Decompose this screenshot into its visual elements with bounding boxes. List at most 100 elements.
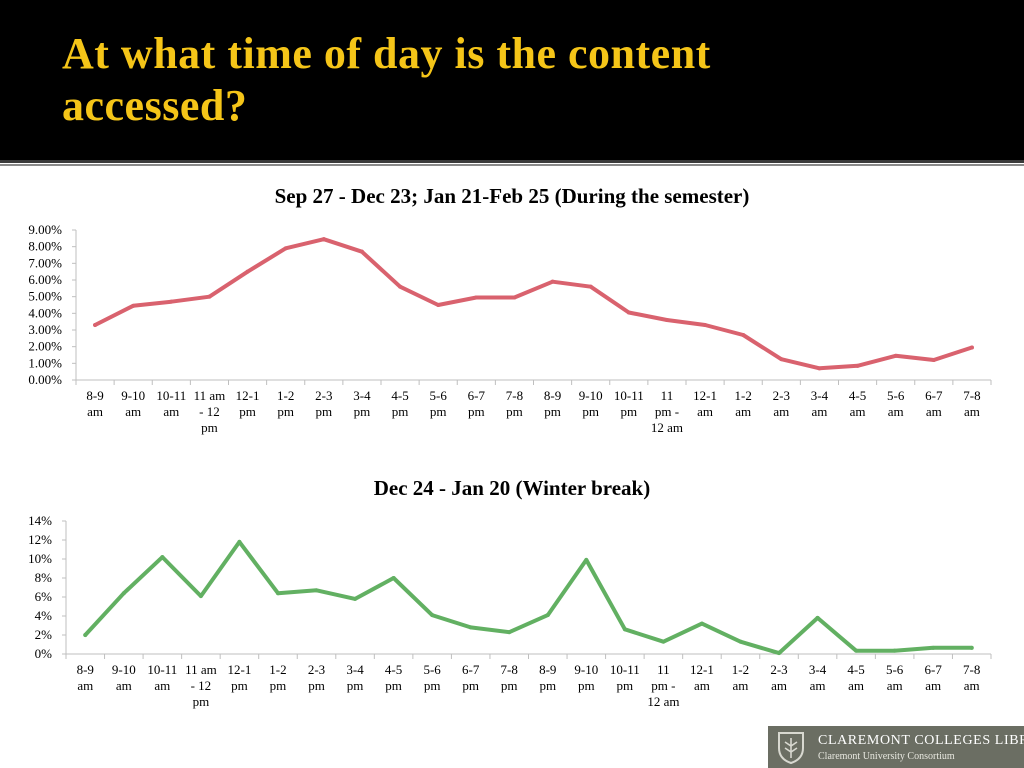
winter-x-tick-label: 4-5 am <box>847 662 864 693</box>
semester-x-tick-label: 11 am - 12 pm <box>194 388 226 435</box>
winter-data-point <box>815 615 820 620</box>
winter-y-tick-label: 10% <box>28 551 52 566</box>
winter-y-tick-label: 8% <box>35 570 53 585</box>
semester-x-tick-label: 3-4 pm <box>353 388 371 419</box>
winter-data-point <box>854 648 859 653</box>
winter-data-point <box>314 588 319 593</box>
winter-x-tick-label: 1-2 am <box>732 662 749 693</box>
header-divider-thin <box>0 164 1024 166</box>
winter-x-tick-label: 9-10 pm <box>574 662 598 693</box>
winter-data-point <box>237 539 242 544</box>
semester-y-tick-label: 0.00% <box>28 372 62 387</box>
winter-y-tick-label: 4% <box>35 608 53 623</box>
winter-x-tick-label: 4-5 pm <box>385 662 402 693</box>
winter-series-line <box>83 539 974 656</box>
semester-series-line <box>93 237 974 371</box>
winter-data-point <box>391 576 396 580</box>
semester-y-tick-label: 5.00% <box>28 289 62 304</box>
semester-data-point <box>283 246 288 251</box>
semester-x-tick-label: 6-7 pm <box>468 388 486 419</box>
semester-x-tick-label: 3-4 am <box>811 388 829 419</box>
semester-data-point <box>436 303 441 307</box>
winter-data-point <box>430 613 435 618</box>
winter-data-point <box>275 591 280 596</box>
semester-x-tick-label: 2-3 pm <box>315 388 332 419</box>
semester-data-point <box>398 284 403 289</box>
winter-data-point <box>622 627 627 632</box>
semester-data-point <box>969 345 974 350</box>
semester-x-tick-label: 4-5 pm <box>391 388 408 419</box>
semester-x-tick-label: 11 pm -12 am <box>651 388 683 435</box>
semester-data-point <box>588 284 593 289</box>
logo-title: CLAREMONT COLLEGES LIBRARY <box>818 733 1024 748</box>
winter-x-tick-label: 10-11 pm <box>610 662 640 693</box>
semester-y-tick-label: 2.00% <box>28 339 62 354</box>
semester-data-point <box>550 279 555 284</box>
winter-data-point <box>931 645 936 650</box>
semester-data-point <box>474 295 479 300</box>
semester-data-point <box>703 323 708 327</box>
semester-x-tick-label: 7-8 pm <box>506 388 523 419</box>
chart2-title: Dec 24 - Jan 20 (Winter break) <box>373 476 651 500</box>
winter-x-tick-label: 8-9 am <box>77 662 94 693</box>
winter-x-tick-label: 5-6 am <box>886 662 904 693</box>
winter-x-tick-label: 2-3 am <box>770 662 787 693</box>
winter-data-point <box>545 613 550 618</box>
semester-y-tick-label: 4.00% <box>28 305 62 320</box>
winter-x-tick-label: 9-10 am <box>112 662 136 693</box>
winter-x-tick-label: 11 pm -12 am <box>647 662 679 709</box>
semester-x-tick-label: 10-11 pm <box>614 388 644 419</box>
semester-x-tick-label: 9-10 pm <box>579 388 603 419</box>
semester-data-point <box>741 333 746 337</box>
semester-y-tick-label: 7.00% <box>28 255 62 270</box>
winter-y-tick-label: 6% <box>35 589 53 604</box>
winter-data-point <box>507 630 512 635</box>
semester-x-tick-label: 8-9 pm <box>544 388 561 419</box>
header-divider <box>0 160 1024 163</box>
semester-x-tick-label: 12-1 am <box>693 388 717 419</box>
logo-subtitle: Claremont University Consortium <box>818 751 955 762</box>
slide-title-line1: At what time of day is the content <box>62 29 711 78</box>
winter-x-tick-label: 7-8 am <box>963 662 980 693</box>
semester-x-tick-label: 7-8 am <box>963 388 980 419</box>
library-crest-icon <box>778 732 804 764</box>
semester-data-point <box>855 363 860 368</box>
semester-data-point <box>245 269 250 274</box>
semester-x-tick-label: 10-11 am <box>156 388 186 419</box>
semester-data-point <box>779 357 784 362</box>
winter-data-point <box>777 651 782 656</box>
semester-y-tick-label: 3.00% <box>28 322 62 337</box>
winter-data-point <box>969 645 974 650</box>
semester-x-tick-label: 4-5 am <box>849 388 866 419</box>
winter-data-point <box>468 625 473 630</box>
semester-y-tick-label: 9.00% <box>28 222 62 237</box>
chart1-title: Sep 27 - Dec 23; Jan 21-Feb 25 (During t… <box>274 184 750 208</box>
winter-x-tick-label: 3-4 am <box>809 662 827 693</box>
semester-x-tick-label: 6-7 am <box>925 388 943 419</box>
semester-x-tick-label: 5-6 pm <box>430 388 448 419</box>
semester-data-point <box>664 318 669 322</box>
winter-x-tick-label: 7-8 pm <box>501 662 518 693</box>
semester-x-tick-label: 2-3 am <box>773 388 790 419</box>
winter-data-point <box>353 596 358 601</box>
winter-x-tick-label: 12-1 am <box>690 662 714 693</box>
semester-data-point <box>207 294 212 299</box>
winter-x-tick-label: 2-3 pm <box>308 662 325 693</box>
winter-x-tick-label: 10-11 am <box>147 662 177 693</box>
winter-data-point <box>661 639 666 644</box>
semester-data-point <box>131 303 136 308</box>
semester-x-tick-label: 12-1 pm <box>236 388 260 419</box>
winter-x-tick-label: 11 am - 12 pm <box>185 662 217 709</box>
semester-data-point <box>893 353 898 358</box>
winter-x-tick-label: 6-7 pm <box>462 662 480 693</box>
slide-title-line2: accessed? <box>62 81 248 130</box>
winter-x-tick-label: 5-6 pm <box>423 662 441 693</box>
semester-data-point <box>359 249 364 254</box>
winter-x-tick-label: 3-4 pm <box>346 662 364 693</box>
winter-x-tick-label: 12-1 pm <box>228 662 252 693</box>
slide-header <box>0 0 1024 160</box>
winter-y-tick-label: 14% <box>28 513 52 528</box>
semester-y-tick-label: 1.00% <box>28 355 62 370</box>
semester-data-point <box>817 366 822 371</box>
winter-data-point <box>584 557 589 562</box>
